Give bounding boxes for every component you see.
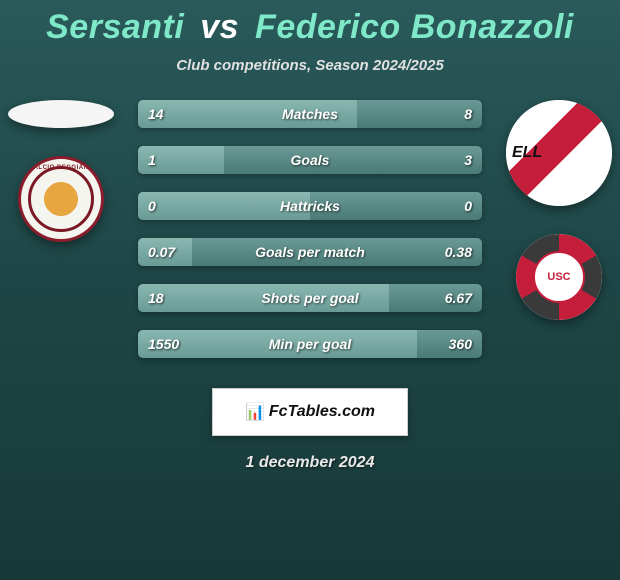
player2-avatar — [506, 100, 612, 206]
stat-value-right: 3 — [464, 146, 472, 174]
chart-icon: 📊 — [245, 402, 265, 422]
stat-value-left: 18 — [148, 284, 164, 312]
club-badge-right: USC — [516, 234, 602, 320]
stat-value-left: 0 — [148, 192, 156, 220]
stat-label: Matches — [138, 100, 482, 128]
stat-value-right: 6.67 — [445, 284, 472, 312]
stat-row: Goals1 3 — [138, 146, 482, 174]
stats-area: USC Matches14 8 Goals1 3 Hattricks0 0 Goals pe… — [0, 100, 620, 360]
stat-value-right: 0 — [464, 192, 472, 220]
stat-value-left: 0.07 — [148, 238, 175, 266]
stat-label: Shots per goal — [138, 284, 482, 312]
stat-row: Hattricks0 0 — [138, 192, 482, 220]
stat-value-right: 8 — [464, 100, 472, 128]
vs-separator: vs — [200, 8, 239, 46]
stat-row: Matches14 8 — [138, 100, 482, 128]
stat-label: Min per goal — [138, 330, 482, 358]
right-column: USC — [504, 100, 614, 320]
club-badge-right-text: USC — [547, 271, 570, 283]
brand-text: FcTables.com — [269, 403, 375, 421]
player1-name: Sersanti — [46, 8, 184, 46]
stat-label: Goals — [138, 146, 482, 174]
stat-value-left: 14 — [148, 100, 164, 128]
date-text: 1 december 2024 — [0, 454, 620, 472]
stat-value-right: 0.38 — [445, 238, 472, 266]
stat-bars: Matches14 8 Goals1 3 Hattricks0 0 Goals per ma… — [138, 100, 482, 358]
stat-value-left: 1550 — [148, 330, 179, 358]
player2-name: Federico Bonazzoli — [255, 8, 574, 46]
stat-label: Hattricks — [138, 192, 482, 220]
subtitle: Club competitions, Season 2024/2025 — [0, 57, 620, 74]
left-column — [6, 100, 116, 242]
brand-box[interactable]: 📊 FcTables.com — [212, 388, 408, 436]
stat-row: Shots per goal18 6.67 — [138, 284, 482, 312]
stat-row: Min per goal1550 360 — [138, 330, 482, 358]
stat-value-left: 1 — [148, 146, 156, 174]
stat-value-right: 360 — [449, 330, 472, 358]
stat-row: Goals per match0.07 0.38 — [138, 238, 482, 266]
comparison-title: Sersanti vs Federico Bonazzoli — [0, 0, 620, 47]
stat-label: Goals per match — [138, 238, 482, 266]
club-badge-left — [18, 156, 104, 242]
player1-avatar — [8, 100, 114, 128]
